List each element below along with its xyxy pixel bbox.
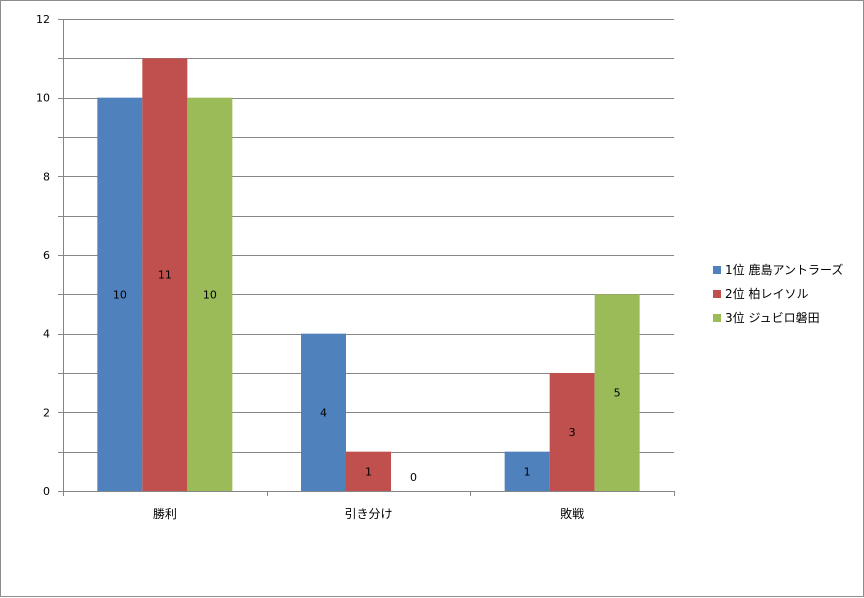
legend-label: 2位 柏レイソル — [725, 286, 808, 301]
legend: 1位 鹿島アントラーズ 2位 柏レイソル 3位 ジュビロ磐田 — [713, 262, 843, 325]
bar — [97, 97, 143, 492]
bar — [346, 451, 391, 491]
data-label: 11 — [158, 269, 172, 282]
legend-swatch — [713, 290, 721, 298]
bar — [301, 333, 346, 491]
x-tick-label: 引き分け — [344, 507, 392, 521]
bar — [504, 451, 550, 491]
bars — [97, 58, 640, 492]
y-tick-label: 8 — [43, 170, 50, 183]
data-label: 10 — [203, 288, 217, 301]
x-tick-label: 敗戦 — [560, 506, 584, 521]
y-tick-label: 6 — [43, 249, 50, 262]
data-label: 10 — [113, 288, 127, 301]
data-label: 1 — [524, 465, 531, 478]
bar — [549, 373, 595, 491]
bar — [142, 58, 188, 491]
bar — [594, 294, 640, 491]
y-tick-label: 10 — [36, 92, 50, 105]
data-label: 1 — [365, 465, 372, 478]
legend-swatch — [713, 314, 721, 322]
y-tick-label: 0 — [43, 485, 50, 498]
data-label: 4 — [320, 406, 327, 419]
x-tick-label: 勝利 — [153, 506, 177, 521]
data-label: 5 — [614, 387, 621, 400]
data-label: 3 — [569, 426, 576, 439]
data-label: 0 — [410, 471, 417, 484]
y-tick-label: 12 — [36, 13, 50, 26]
y-tick-label: 2 — [43, 406, 50, 419]
legend-label: 3位 ジュビロ磐田 — [725, 310, 820, 325]
legend-swatch — [713, 266, 721, 274]
y-tick-label: 4 — [43, 328, 50, 341]
legend-label: 1位 鹿島アントラーズ — [725, 262, 843, 277]
axes — [58, 19, 675, 496]
bar — [187, 97, 233, 492]
